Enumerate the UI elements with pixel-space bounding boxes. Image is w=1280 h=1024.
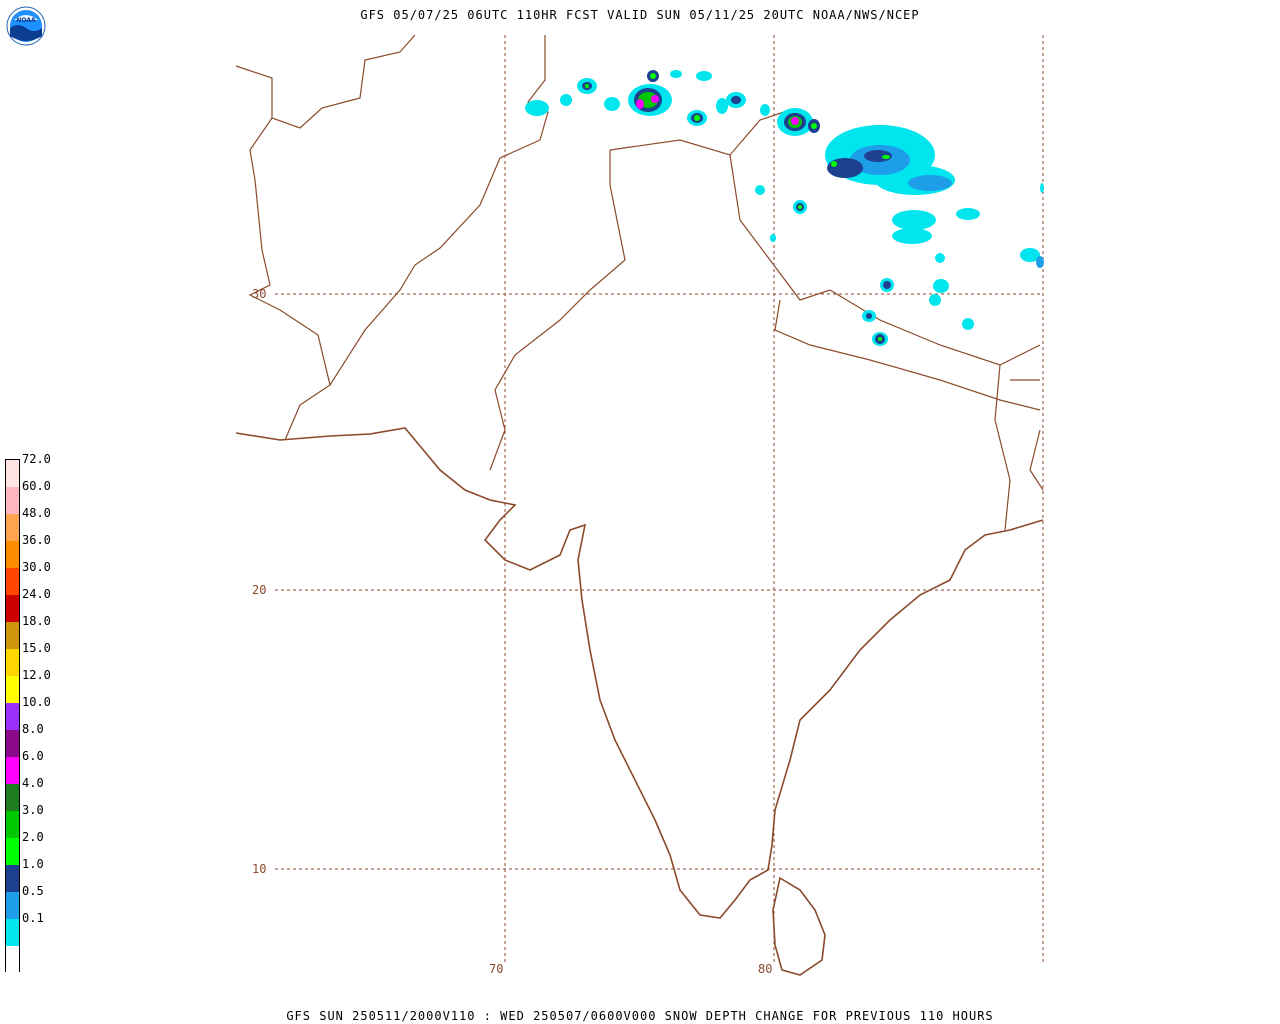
legend-label: 24.0	[22, 587, 51, 601]
snow-blob	[798, 205, 802, 209]
legend-swatch	[6, 622, 19, 649]
legend-swatch	[6, 838, 19, 865]
snow-blob	[878, 337, 882, 341]
grid-labels: 30 20 10 70 80	[252, 287, 772, 976]
lat-label-10: 10	[252, 862, 266, 876]
lon-label-80: 80	[758, 962, 772, 976]
legend-label: 0.1	[22, 911, 44, 925]
lon-label-70: 70	[489, 962, 503, 976]
legend-swatch	[6, 460, 19, 487]
legend-label: 36.0	[22, 533, 51, 547]
legend-swatch	[6, 568, 19, 595]
snow-blob	[1036, 256, 1044, 268]
snow-blob	[770, 234, 776, 242]
legend-swatch	[6, 865, 19, 892]
legend-label: 0.5	[22, 884, 44, 898]
legend-swatch	[6, 487, 19, 514]
legend-label: 30.0	[22, 560, 51, 574]
legend-swatch	[6, 757, 19, 784]
legend-label: 1.0	[22, 857, 44, 871]
snow-blob	[908, 175, 952, 191]
lat-label-30: 30	[252, 287, 266, 301]
snow-blob	[864, 150, 892, 162]
snow-blob	[935, 253, 945, 263]
snow-blob	[882, 155, 890, 159]
legend-swatch	[6, 784, 19, 811]
legend-swatch	[6, 649, 19, 676]
snow-blob	[585, 84, 589, 88]
snow-blob	[962, 318, 974, 330]
map-caption: GFS SUN 250511/2000V110 : WED 250507/060…	[286, 1009, 994, 1023]
snow-blob	[831, 161, 837, 167]
legend-label: 4.0	[22, 776, 44, 790]
snow-blob	[604, 97, 620, 111]
sri-lanka	[772, 876, 826, 976]
snow-blob	[892, 210, 936, 230]
snow-blob	[525, 100, 549, 116]
snow-blob	[827, 158, 863, 178]
snow-blob	[892, 228, 932, 244]
snow-blob	[636, 99, 644, 109]
legend-colorbar	[5, 459, 20, 973]
snow-blob	[716, 98, 728, 114]
snow-blob	[883, 281, 891, 289]
snow-blob	[755, 185, 765, 195]
legend-swatch	[6, 892, 19, 919]
legend-swatch	[6, 730, 19, 757]
snow-blob	[1040, 183, 1044, 193]
legend-swatch	[6, 595, 19, 622]
snow-blob	[760, 104, 770, 116]
snow-blob	[811, 123, 817, 129]
lat-label-20: 20	[252, 583, 266, 597]
snow-blob	[650, 73, 656, 79]
snow-blob	[694, 115, 700, 121]
legend-swatch	[6, 811, 19, 838]
snow-blob	[731, 96, 741, 104]
logo-text: NOAA	[16, 17, 36, 24]
coastline	[235, 427, 1044, 919]
legend-swatch	[6, 919, 19, 946]
legend-label: 48.0	[22, 506, 51, 520]
legend-swatch	[6, 514, 19, 541]
political-borders	[235, 34, 1044, 531]
legend-label: 8.0	[22, 722, 44, 736]
snow-blob	[696, 71, 712, 81]
snow-depth-change-contours	[525, 70, 1044, 346]
legend-swatch	[6, 541, 19, 568]
legend-swatch	[6, 703, 19, 730]
legend-label: 72.0	[22, 452, 51, 466]
map-title: GFS 05/07/25 06UTC 110HR FCST VALID SUN …	[360, 8, 920, 22]
legend-label: 18.0	[22, 614, 51, 628]
snow-blob	[956, 208, 980, 220]
legend-label: 12.0	[22, 668, 51, 682]
legend-label: 6.0	[22, 749, 44, 763]
noaa-logo: NOAA	[6, 6, 46, 46]
snow-blob	[560, 94, 572, 106]
legend-label: 60.0	[22, 479, 51, 493]
legend-label: 10.0	[22, 695, 51, 709]
snow-blob	[791, 117, 799, 125]
legend-swatch	[6, 946, 19, 973]
graticule	[275, 35, 1044, 965]
legend-swatch	[6, 676, 19, 703]
snow-blob	[651, 95, 659, 103]
legend-label: 3.0	[22, 803, 44, 817]
legend-label: 15.0	[22, 641, 51, 655]
snow-blob	[933, 279, 949, 293]
legend-label: 2.0	[22, 830, 44, 844]
snow-blob	[1020, 248, 1040, 262]
snow-blob	[929, 294, 941, 306]
snow-blob	[670, 70, 682, 78]
snow-blob	[866, 313, 872, 319]
